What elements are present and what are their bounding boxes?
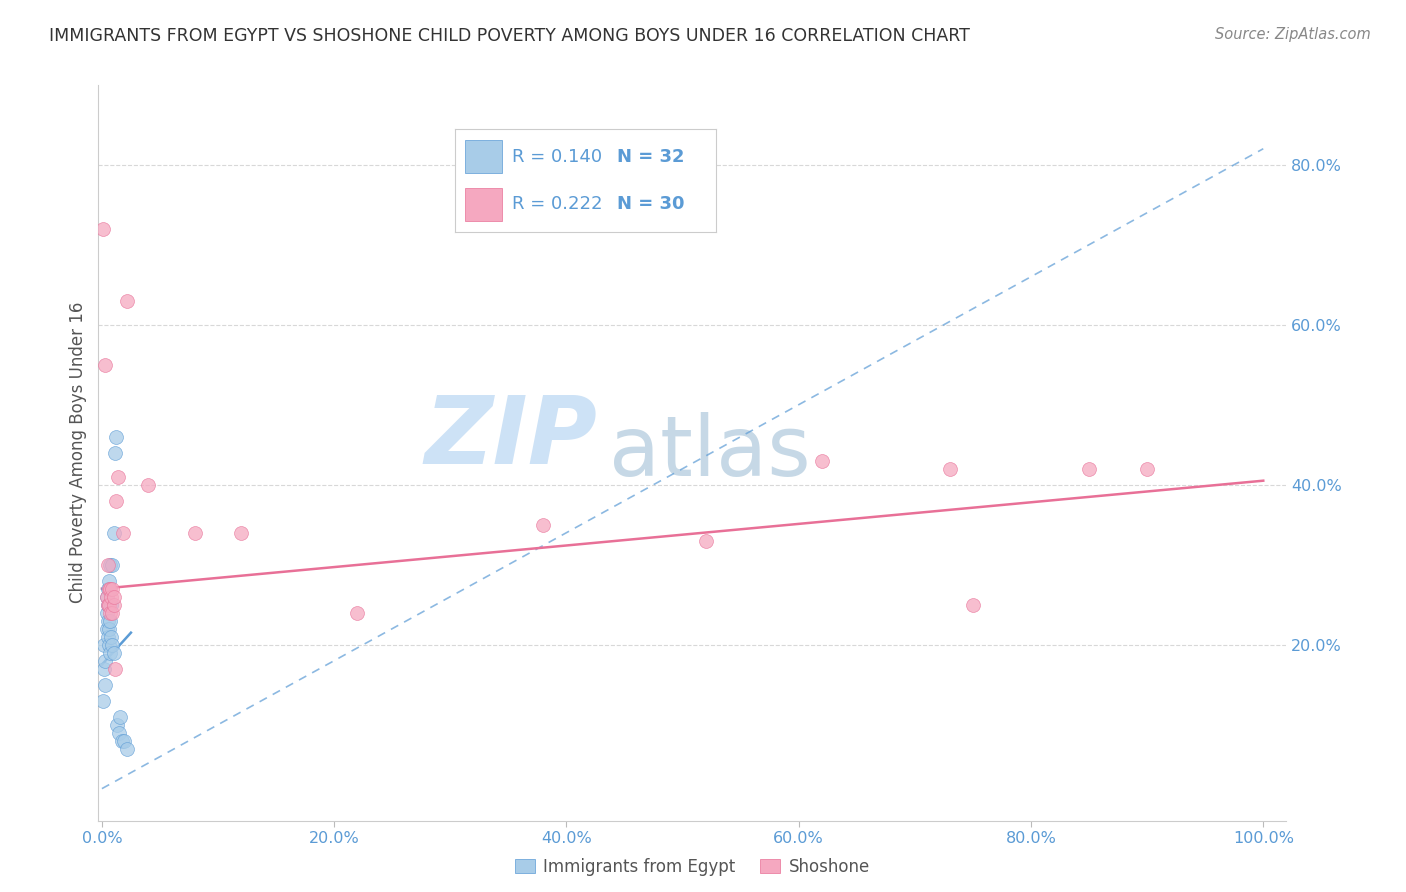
Point <box>97 598 120 612</box>
Point <box>96 590 118 604</box>
Point <box>962 598 984 612</box>
Point <box>103 525 125 540</box>
Point <box>938 461 960 475</box>
Point <box>531 517 554 532</box>
Text: R = 0.140: R = 0.140 <box>512 148 602 166</box>
Text: atlas: atlas <box>609 412 811 493</box>
Point <box>110 709 132 723</box>
Point <box>97 622 120 636</box>
Point <box>100 630 122 644</box>
Point <box>96 590 118 604</box>
Point <box>97 598 120 612</box>
Point <box>104 493 127 508</box>
Text: N = 30: N = 30 <box>617 195 685 213</box>
Point <box>103 646 125 660</box>
Point <box>96 606 118 620</box>
Point <box>97 614 120 628</box>
Text: IMMIGRANTS FROM EGYPT VS SHOSHONE CHILD POVERTY AMONG BOYS UNDER 16 CORRELATION : IMMIGRANTS FROM EGYPT VS SHOSHONE CHILD … <box>49 27 970 45</box>
Point <box>98 646 121 660</box>
Point <box>98 582 121 596</box>
Point <box>97 630 120 644</box>
Point <box>96 622 118 636</box>
Point <box>98 614 121 628</box>
Point <box>1078 461 1101 475</box>
Text: R = 0.222: R = 0.222 <box>512 195 603 213</box>
Point <box>91 693 114 707</box>
Point <box>107 469 129 483</box>
Point <box>93 638 115 652</box>
Point <box>138 477 160 491</box>
Point <box>101 582 124 596</box>
Point <box>1136 461 1159 475</box>
Point <box>97 582 120 596</box>
Point <box>97 582 120 596</box>
Point <box>94 358 117 372</box>
Point <box>98 606 121 620</box>
Point <box>117 741 139 756</box>
Legend: Immigrants from Egypt, Shoshone: Immigrants from Egypt, Shoshone <box>508 851 877 882</box>
Text: N = 32: N = 32 <box>617 148 685 166</box>
Point <box>117 293 139 308</box>
Point <box>103 598 125 612</box>
Point <box>101 606 124 620</box>
Point <box>811 453 834 467</box>
Point <box>100 598 122 612</box>
Point <box>108 725 131 739</box>
Point <box>100 590 122 604</box>
Point <box>97 598 120 612</box>
Point <box>91 221 114 235</box>
Point <box>104 430 127 444</box>
Point <box>101 638 124 652</box>
Point <box>112 733 135 747</box>
Point <box>103 590 125 604</box>
Point <box>231 525 253 540</box>
Point <box>94 654 117 668</box>
Point <box>97 558 120 572</box>
Point <box>93 662 115 676</box>
Point <box>111 733 134 747</box>
Point <box>94 678 117 692</box>
Point <box>184 525 207 540</box>
Point <box>97 638 120 652</box>
Point <box>695 533 717 548</box>
Point <box>101 558 124 572</box>
Point <box>97 574 120 588</box>
Point <box>111 525 134 540</box>
Y-axis label: Child Poverty Among Boys Under 16: Child Poverty Among Boys Under 16 <box>69 302 87 603</box>
Point <box>104 446 127 460</box>
Point <box>105 717 128 731</box>
Point <box>104 662 127 676</box>
Bar <box>465 187 502 220</box>
Text: ZIP: ZIP <box>425 392 598 484</box>
Point <box>346 606 368 620</box>
Bar <box>465 140 502 173</box>
Text: Source: ZipAtlas.com: Source: ZipAtlas.com <box>1215 27 1371 42</box>
Point <box>98 558 121 572</box>
